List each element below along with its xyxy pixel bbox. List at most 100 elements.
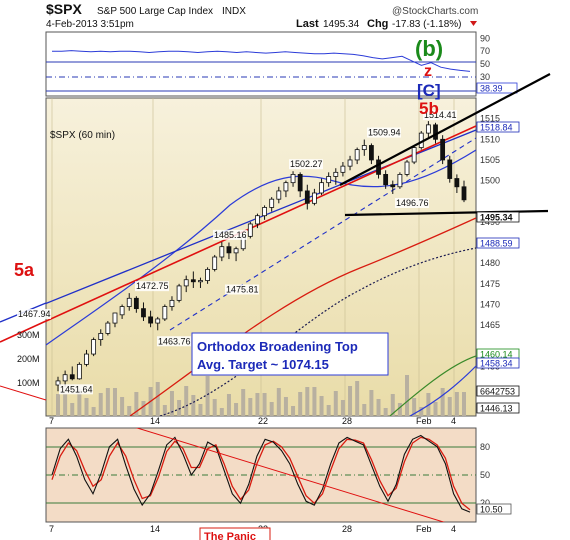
top-y-tick: 30 — [480, 72, 490, 82]
volume-bar — [198, 404, 203, 416]
candle-body — [55, 380, 61, 386]
volume-bar — [362, 404, 367, 416]
point-label-bg — [423, 110, 457, 121]
candle-body — [347, 159, 353, 167]
volume-bar — [319, 396, 324, 416]
wave-5b-label: 5b — [419, 99, 439, 118]
osc-x-tick: 4 — [451, 524, 456, 534]
top-last-value: 38.39 — [480, 84, 503, 94]
volume-bar — [98, 393, 103, 416]
price-label: 1446.13 — [480, 404, 513, 414]
candle-body — [411, 147, 417, 163]
volume-bar — [219, 408, 224, 416]
candle-body — [169, 299, 175, 307]
point-label: 1475.81 — [226, 284, 259, 294]
volume-bar — [248, 398, 253, 416]
price-label-box — [476, 237, 520, 249]
volume-bar — [120, 397, 125, 416]
candle-body — [340, 165, 346, 173]
candle-body — [354, 149, 360, 161]
price-x-axis: 7 14 22 28 Feb 4 — [49, 416, 456, 426]
ma-blue-lower-line — [409, 365, 476, 416]
ma-green-line — [389, 355, 476, 416]
point-label-bg — [289, 159, 323, 170]
candle-body — [383, 174, 389, 186]
price-y-tick: 1505 — [480, 155, 500, 165]
index-name: S&P 500 Large Cap Index — [97, 6, 213, 17]
candle-body — [447, 159, 453, 179]
top-y-tick: 50 — [480, 59, 490, 69]
price-label: 1488.59 — [480, 239, 513, 249]
osc-x-tick: 28 — [342, 524, 352, 534]
pattern-title: Orthodox Broadening Top — [197, 339, 358, 354]
volume-bar — [376, 399, 381, 416]
candle-body — [433, 124, 438, 140]
panic-trend-line — [135, 428, 446, 522]
volume-bar — [462, 392, 466, 416]
volume-bar — [56, 394, 60, 416]
wave-z-label: z — [424, 63, 432, 80]
price-label-box — [476, 402, 520, 414]
point-label-bg — [395, 197, 429, 208]
candle-body — [155, 318, 161, 324]
candle-body — [219, 246, 225, 258]
volume-bar — [276, 388, 281, 416]
volume-bar — [63, 394, 68, 416]
osc-y-tick: 20 — [480, 498, 490, 508]
candle-body — [425, 124, 431, 134]
price-panel: 1515151015051500149014851480147514701465… — [0, 73, 551, 417]
volume-bar — [241, 389, 246, 416]
trend-red-extension — [0, 320, 47, 343]
point-label-bg — [157, 336, 191, 347]
volume-bar — [184, 386, 189, 416]
volume-bar — [447, 397, 452, 416]
trend-blue-dashed — [169, 137, 476, 331]
volume-bar — [141, 401, 146, 416]
osc-x-tick: 7 — [49, 524, 54, 534]
candle-body — [333, 171, 339, 177]
price-x-tick: 7 — [49, 416, 54, 426]
point-label: 1509.94 — [368, 128, 401, 138]
volume-bar — [369, 390, 374, 416]
candlesticks — [55, 121, 467, 392]
volume-bar — [269, 402, 274, 416]
candle-body — [91, 339, 97, 355]
candle-body — [297, 174, 303, 192]
osc-y-tick: 80 — [480, 442, 490, 452]
top-indicator-line — [52, 50, 471, 72]
price-label: 1495.34 — [480, 213, 513, 223]
price-label-box — [476, 385, 520, 397]
oscillator-panel: 80 50 20 10.50 — [0, 385, 512, 523]
panic-trend-line-upper — [0, 385, 47, 401]
top-y-tick: 90 — [480, 33, 490, 43]
volume-bar — [155, 382, 160, 416]
candle-body — [105, 322, 111, 334]
last-label: Last — [296, 18, 319, 30]
candle-body — [369, 145, 374, 161]
point-label-bg — [367, 127, 401, 138]
volume-bar — [205, 376, 210, 416]
volume-bar — [283, 397, 288, 416]
point-label-bg — [135, 281, 169, 292]
price-x-tick: 28 — [342, 416, 352, 426]
candle-body — [440, 138, 446, 161]
last-value: 1495.34 — [323, 19, 360, 30]
candle-body — [461, 186, 467, 201]
watermark: @StockCharts.com — [392, 6, 478, 17]
volume-bar — [412, 398, 417, 416]
volume-bar — [397, 403, 402, 416]
candle-body — [69, 374, 75, 380]
osc-y-tick: 50 — [480, 470, 490, 480]
osc-x-tick: Feb — [416, 524, 432, 534]
candle-body — [112, 312, 118, 324]
down-arrow-icon — [470, 21, 477, 26]
candle-body — [304, 190, 310, 204]
candle-body — [376, 159, 381, 175]
volume-bar — [333, 391, 338, 416]
candle-body — [312, 192, 317, 204]
point-label: 1467.94 — [18, 309, 51, 319]
volume-bar — [291, 406, 296, 416]
price-label: 6642753 — [480, 387, 515, 397]
panic-label: The Panic — [204, 531, 256, 540]
